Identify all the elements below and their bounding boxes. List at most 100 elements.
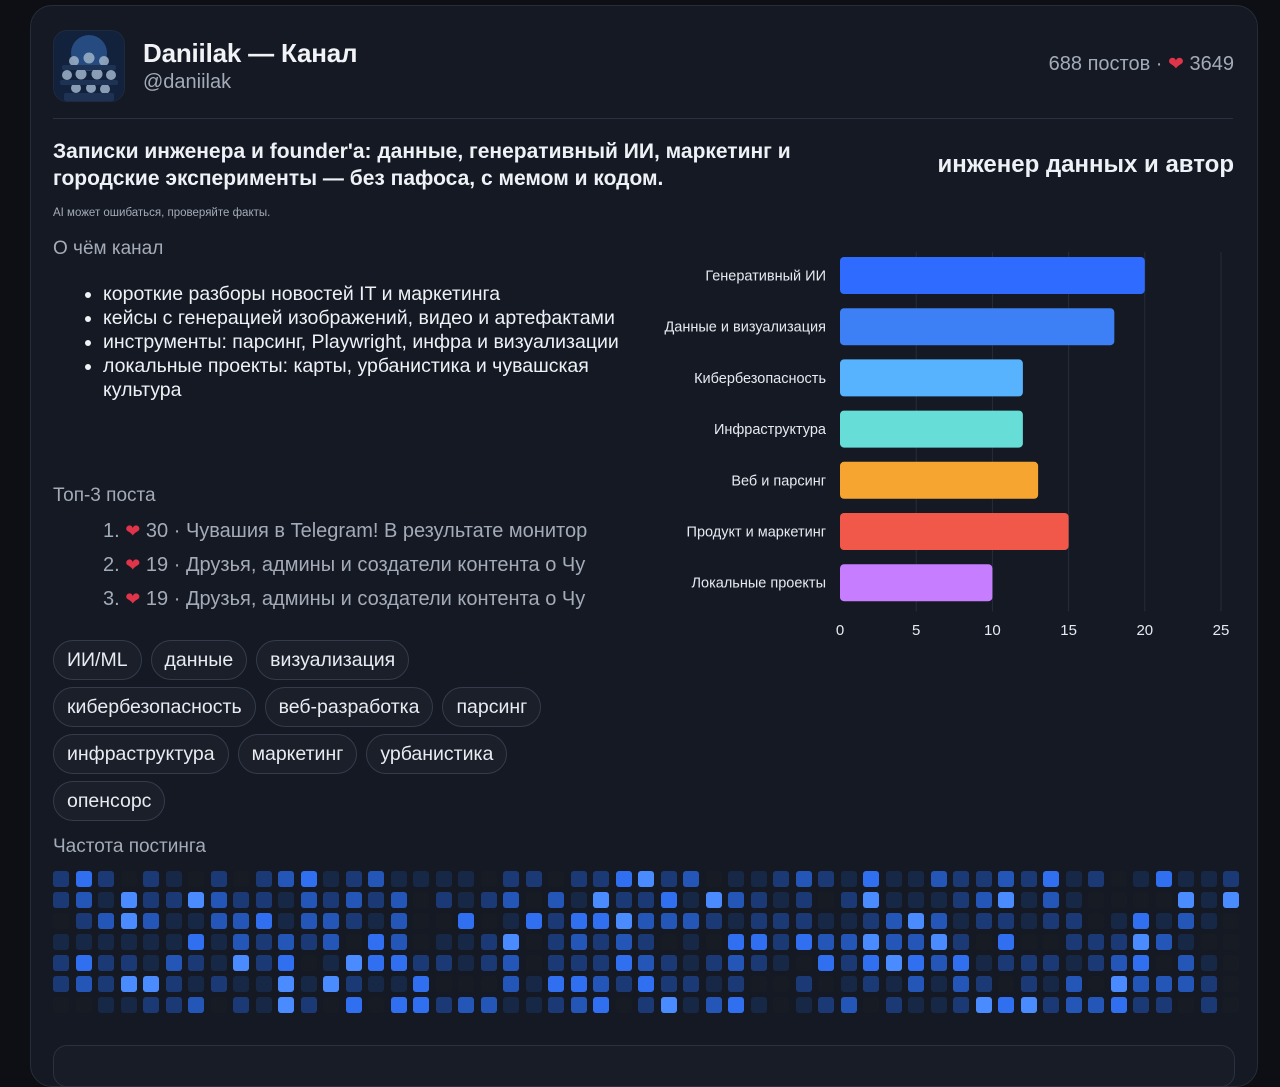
heatmap-cell[interactable] [908, 997, 924, 1013]
heatmap-cell[interactable] [233, 934, 249, 950]
heatmap-cell[interactable] [570, 892, 587, 908]
heatmap-cell[interactable] [345, 955, 362, 971]
heatmap-cell[interactable] [840, 892, 857, 908]
heatmap-cell[interactable] [233, 871, 249, 887]
heatmap-cell[interactable] [818, 892, 834, 908]
heatmap-cell[interactable] [525, 892, 542, 908]
heatmap-cell[interactable] [255, 913, 272, 929]
tag-marketing[interactable]: маркетинг [237, 734, 358, 774]
heatmap-cell[interactable] [998, 955, 1014, 971]
heatmap-cell[interactable] [795, 976, 812, 992]
heatmap-cell[interactable] [120, 871, 137, 887]
heatmap-cell[interactable] [1200, 976, 1217, 992]
heatmap-cell[interactable] [300, 871, 317, 887]
heatmap-cell[interactable] [795, 913, 812, 929]
heatmap-cell[interactable] [390, 976, 407, 992]
heatmap-cell[interactable] [750, 997, 767, 1013]
heatmap-cell[interactable] [98, 934, 114, 950]
heatmap-cell[interactable] [1110, 934, 1127, 950]
heatmap-cell[interactable] [300, 997, 317, 1013]
heatmap-cell[interactable] [1020, 871, 1037, 887]
heatmap-cell[interactable] [413, 997, 429, 1013]
heatmap-cell[interactable] [1043, 976, 1059, 992]
heatmap-cell[interactable] [548, 913, 564, 929]
heatmap-cell[interactable] [458, 934, 474, 950]
heatmap-cell[interactable] [188, 913, 204, 929]
heatmap-cell[interactable] [953, 913, 969, 929]
heatmap-cell[interactable] [548, 976, 564, 992]
heatmap-cell[interactable] [323, 934, 339, 950]
heatmap-cell[interactable] [1065, 892, 1082, 908]
heatmap-cell[interactable] [255, 955, 272, 971]
heatmap-cell[interactable] [593, 997, 609, 1013]
heatmap-cell[interactable] [480, 871, 497, 887]
heatmap-cell[interactable] [323, 976, 339, 992]
heatmap-cell[interactable] [255, 976, 272, 992]
heatmap-cell[interactable] [1065, 976, 1082, 992]
heatmap-cell[interactable] [53, 976, 69, 992]
heatmap-cell[interactable] [1088, 955, 1104, 971]
heatmap-cell[interactable] [120, 913, 137, 929]
heatmap-cell[interactable] [1088, 913, 1104, 929]
heatmap-cell[interactable] [390, 892, 407, 908]
heatmap-cell[interactable] [885, 871, 902, 887]
bar[interactable] [840, 410, 1023, 448]
heatmap-cell[interactable] [188, 934, 204, 950]
heatmap-cell[interactable] [773, 871, 789, 887]
heatmap-cell[interactable] [593, 934, 609, 950]
heatmap-cell[interactable] [1088, 934, 1104, 950]
heatmap-cell[interactable] [525, 871, 542, 887]
heatmap-cell[interactable] [975, 934, 992, 950]
heatmap-cell[interactable] [570, 997, 587, 1013]
heatmap-cell[interactable] [278, 892, 294, 908]
heatmap-cell[interactable] [368, 871, 384, 887]
heatmap-cell[interactable] [1155, 976, 1172, 992]
heatmap-cell[interactable] [1155, 934, 1172, 950]
heatmap-cell[interactable] [930, 913, 947, 929]
heatmap-cell[interactable] [840, 955, 857, 971]
heatmap-cell[interactable] [615, 997, 632, 1013]
heatmap-cell[interactable] [458, 871, 474, 887]
heatmap-cell[interactable] [435, 913, 452, 929]
heatmap-cell[interactable] [1020, 997, 1037, 1013]
heatmap-cell[interactable] [53, 955, 69, 971]
bar[interactable] [840, 308, 1115, 346]
heatmap-cell[interactable] [705, 913, 722, 929]
heatmap-cell[interactable] [660, 892, 677, 908]
heatmap-cell[interactable] [683, 892, 699, 908]
heatmap-cell[interactable] [233, 955, 249, 971]
heatmap-cell[interactable] [210, 892, 227, 908]
heatmap-cell[interactable] [840, 976, 857, 992]
heatmap-cell[interactable] [525, 976, 542, 992]
heatmap-cell[interactable] [1065, 913, 1082, 929]
tag-urbanism[interactable]: урбанистика [366, 734, 508, 774]
heatmap-cell[interactable] [255, 934, 272, 950]
heatmap-cell[interactable] [570, 955, 587, 971]
heatmap-cell[interactable] [413, 892, 429, 908]
heatmap-cell[interactable] [143, 871, 159, 887]
heatmap-cell[interactable] [773, 913, 789, 929]
heatmap-cell[interactable] [930, 955, 947, 971]
heatmap-cell[interactable] [75, 997, 92, 1013]
heatmap-cell[interactable] [683, 913, 699, 929]
heatmap-cell[interactable] [210, 913, 227, 929]
heatmap-cell[interactable] [255, 997, 272, 1013]
heatmap-cell[interactable] [1223, 997, 1239, 1013]
heatmap-cell[interactable] [930, 871, 947, 887]
heatmap-cell[interactable] [503, 997, 519, 1013]
channel-avatar[interactable] [53, 30, 125, 102]
heatmap-cell[interactable] [795, 892, 812, 908]
heatmap-cell[interactable] [615, 913, 632, 929]
heatmap-cell[interactable] [885, 997, 902, 1013]
heatmap-cell[interactable] [908, 913, 924, 929]
heatmap-cell[interactable] [278, 955, 294, 971]
heatmap-cell[interactable] [120, 976, 137, 992]
heatmap-cell[interactable] [1110, 871, 1127, 887]
heatmap-cell[interactable] [390, 913, 407, 929]
heatmap-cell[interactable] [480, 976, 497, 992]
heatmap-cell[interactable] [98, 997, 114, 1013]
heatmap-cell[interactable] [1200, 997, 1217, 1013]
heatmap-cell[interactable] [323, 871, 339, 887]
heatmap-cell[interactable] [323, 997, 339, 1013]
heatmap-cell[interactable] [863, 913, 879, 929]
